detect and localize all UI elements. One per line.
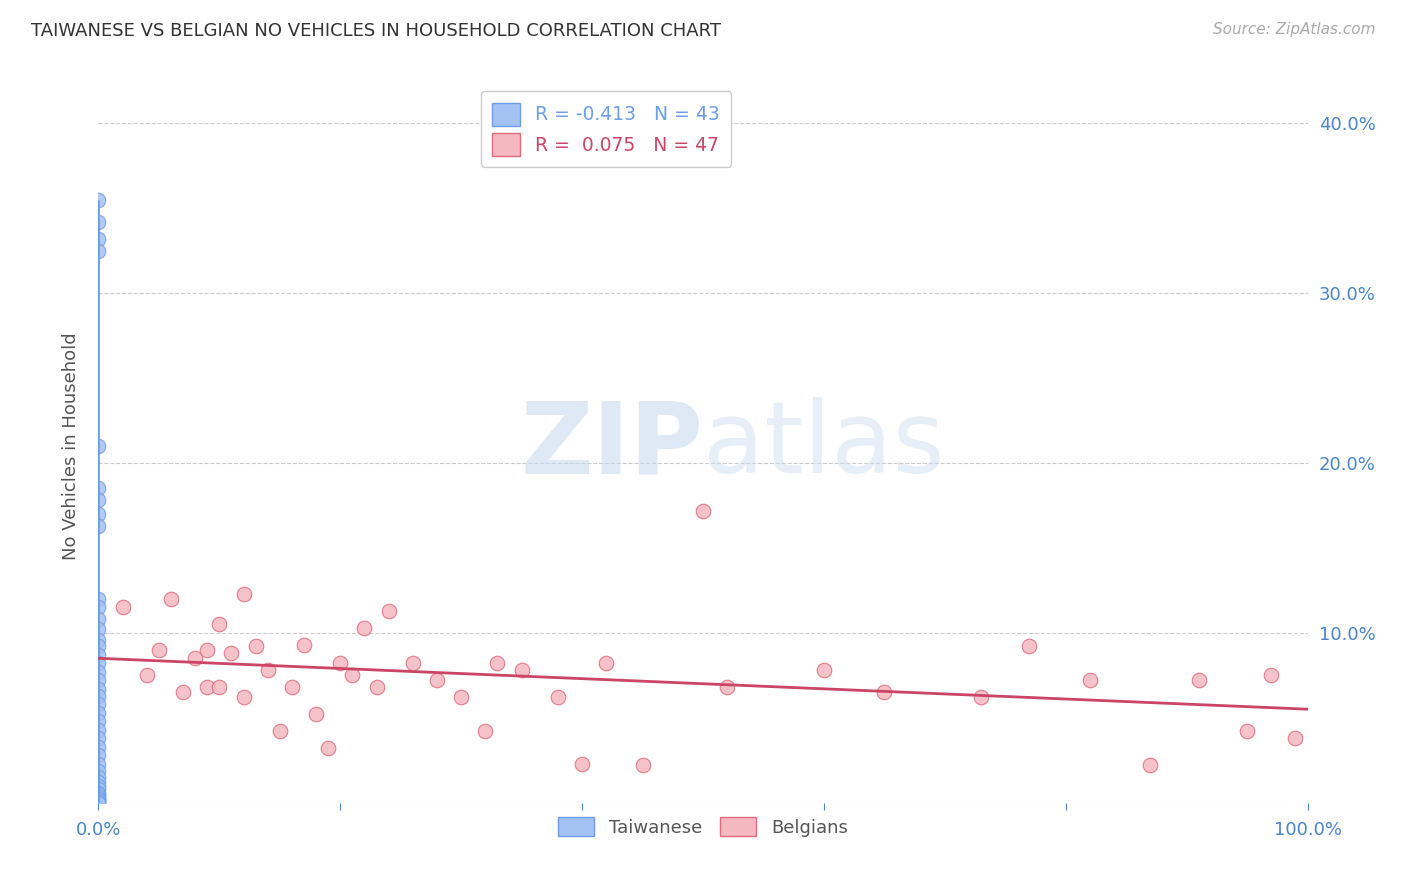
Point [195,680,218,694]
Point [87,794,110,808]
Point [256,663,278,677]
Point [87,779,110,793]
Point [87,648,110,662]
Point [87,770,110,784]
Point [148,643,170,657]
Point [486,657,509,671]
Point [87,493,110,508]
Point [87,600,110,615]
Point [716,680,738,694]
Point [87,193,110,207]
Point [87,215,110,229]
Point [232,690,254,705]
Text: ZIP: ZIP [520,398,703,494]
Point [87,482,110,496]
Text: atlas: atlas [703,398,945,494]
Point [87,612,110,626]
Point [160,591,183,606]
Point [87,698,110,712]
Point [402,657,425,671]
Point [87,689,110,703]
Point [329,657,352,671]
Point [873,685,896,699]
Point [87,591,110,606]
Point [316,741,339,756]
Point [87,796,110,810]
Point [87,787,110,801]
Point [87,706,110,720]
Point [87,640,110,654]
Point [87,764,110,778]
Point [245,640,267,654]
Point [232,587,254,601]
Point [87,775,110,789]
Legend: Taiwanese, Belgians: Taiwanese, Belgians [551,810,855,844]
Point [450,690,472,705]
Point [1284,731,1306,746]
Point [208,617,231,632]
Point [87,723,110,737]
Point [692,503,714,517]
Point [1018,640,1040,654]
Point [87,632,110,647]
Point [87,789,110,803]
Point [87,623,110,637]
Point [87,796,110,810]
Point [87,731,110,746]
Point [135,668,157,682]
Point [1236,724,1258,739]
Point [87,657,110,671]
Point [87,673,110,688]
Point [87,786,110,800]
Point [87,748,110,763]
Point [1260,668,1282,682]
Point [87,244,110,258]
Point [87,782,110,797]
Point [631,758,654,772]
Point [87,232,110,246]
Point [184,651,207,665]
Point [970,690,993,705]
Point [172,685,194,699]
Text: Source: ZipAtlas.com: Source: ZipAtlas.com [1212,22,1375,37]
Point [366,680,388,694]
Point [1078,673,1101,688]
Point [292,638,315,652]
Point [87,739,110,754]
Point [87,756,110,771]
Point [111,600,134,615]
Point [474,724,496,739]
Point [269,724,291,739]
Point [208,680,231,694]
Point [813,663,835,677]
Point [353,621,375,635]
Point [87,790,110,805]
Point [87,714,110,729]
Point [87,665,110,679]
Point [87,794,110,808]
Point [87,507,110,521]
Point [87,519,110,533]
Point [221,646,243,660]
Point [87,792,110,806]
Point [571,756,593,771]
Point [377,604,399,618]
Point [87,681,110,696]
Y-axis label: No Vehicles in Household: No Vehicles in Household [62,332,80,560]
Point [195,643,218,657]
Point [87,439,110,453]
Point [342,668,364,682]
Point [281,680,304,694]
Point [426,673,449,688]
Point [547,690,569,705]
Point [305,707,328,722]
Point [510,663,533,677]
Point [1188,673,1211,688]
Point [595,657,617,671]
Text: TAIWANESE VS BELGIAN NO VEHICLES IN HOUSEHOLD CORRELATION CHART: TAIWANESE VS BELGIAN NO VEHICLES IN HOUS… [31,22,721,40]
Point [1139,758,1161,772]
